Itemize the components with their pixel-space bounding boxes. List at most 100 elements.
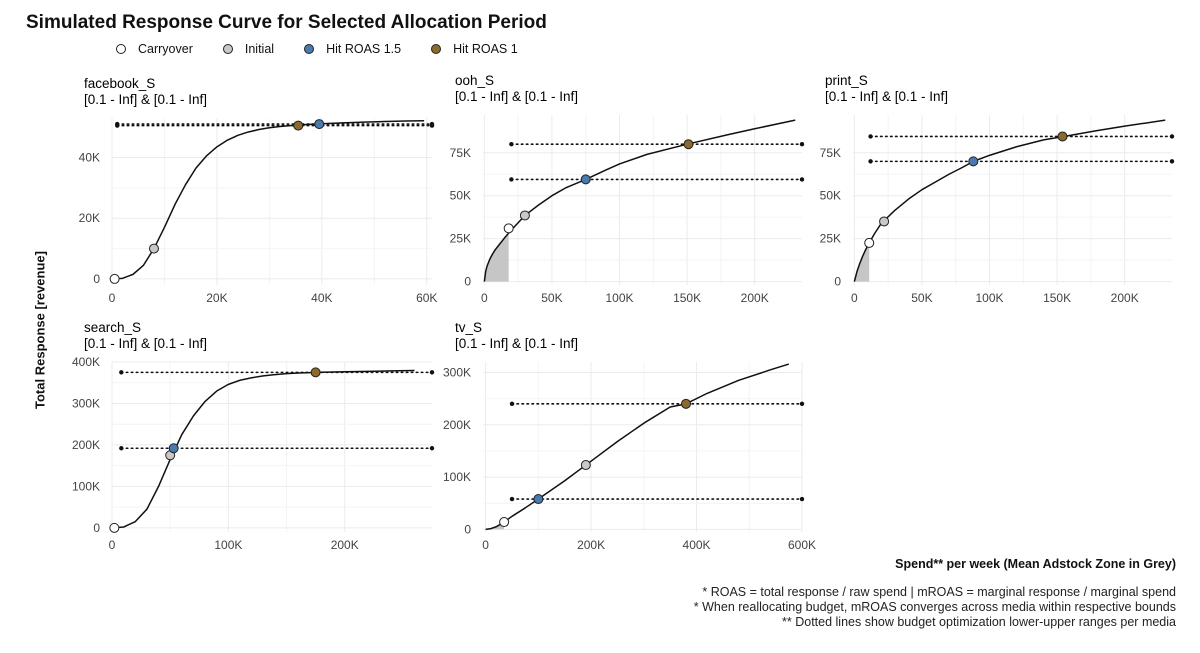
y-tick-label: 75K bbox=[820, 146, 841, 160]
legend-label-carryover: Carryover bbox=[138, 42, 193, 56]
x-tick-label: 20K bbox=[206, 291, 227, 305]
panel-title: search_S bbox=[84, 320, 141, 335]
y-tick-label: 0 bbox=[464, 275, 471, 289]
budget-range-upper bbox=[1169, 159, 1175, 164]
x-tick-label: 200K bbox=[577, 538, 605, 552]
legend-swatch-roas-1 bbox=[431, 44, 442, 54]
point-roas-1 bbox=[293, 120, 304, 131]
legend-label-roas-1: Hit ROAS 1 bbox=[453, 42, 518, 56]
x-tick-label: 150K bbox=[673, 291, 701, 305]
x-tick-label: 50K bbox=[541, 291, 562, 305]
y-tick-label: 400K bbox=[72, 355, 100, 369]
legend-swatch-roas-1-5 bbox=[304, 44, 315, 54]
panel-search_S: search_S[0.1 - Inf] & [0.1 - Inf] 0 100K 20… bbox=[72, 320, 435, 552]
x-tick-label: 100K bbox=[606, 291, 634, 305]
point-roas-1-5 bbox=[580, 174, 591, 185]
x-tick-label: 200K bbox=[1111, 291, 1139, 305]
legend-item-initial: Initial bbox=[222, 42, 275, 56]
panel-subtitle: [0.1 - Inf] & [0.1 - Inf] bbox=[825, 89, 948, 104]
budget-range-upper bbox=[799, 401, 805, 407]
footnote-dotted-lines: ** Dotted lines show budget optimization… bbox=[782, 615, 1176, 629]
budget-range-lower bbox=[119, 370, 124, 375]
point-initial bbox=[879, 216, 890, 227]
y-tick-label: 100K bbox=[443, 470, 471, 484]
point-carryover bbox=[109, 273, 120, 284]
x-tick-label: 150K bbox=[1043, 291, 1071, 305]
panel-subtitle: [0.1 - Inf] & [0.1 - Inf] bbox=[455, 89, 578, 104]
mean-adstock-area bbox=[484, 233, 509, 282]
legend-item-roas-1-5: Hit ROAS 1.5 bbox=[304, 42, 401, 56]
point-roas-1-5 bbox=[314, 119, 325, 130]
y-tick-label: 0 bbox=[834, 275, 841, 289]
x-tick-label: 400K bbox=[683, 538, 711, 552]
point-roas-1 bbox=[310, 367, 321, 378]
panel-tv_S: tv_S[0.1 - Inf] & [0.1 - Inf] 0 200K 400K 60… bbox=[443, 320, 816, 552]
point-initial bbox=[580, 460, 591, 471]
x-tick-label: 40K bbox=[311, 291, 332, 305]
legend: Carryover Initial Hit ROAS 1.5 Hit ROAS … bbox=[116, 42, 548, 56]
y-tick-label: 40K bbox=[79, 150, 100, 164]
panel-ooh_S: ooh_S[0.1 - Inf] & [0.1 - Inf] 0 50K 100K 15… bbox=[450, 73, 805, 305]
panel-subtitle: [0.1 - Inf] & [0.1 - Inf] bbox=[84, 336, 207, 351]
budget-range-upper bbox=[799, 177, 805, 182]
y-tick-label: 200K bbox=[72, 438, 100, 452]
panel-subtitle: [0.1 - Inf] & [0.1 - Inf] bbox=[455, 336, 578, 351]
y-tick-label: 0 bbox=[464, 522, 471, 536]
y-tick-label: 75K bbox=[450, 146, 471, 160]
legend-item-roas-1: Hit ROAS 1 bbox=[431, 42, 518, 56]
legend-item-carryover: Carryover bbox=[116, 42, 193, 56]
response-curve bbox=[483, 119, 796, 282]
x-axis-label: Spend** per week (Mean Adstock Zone in G… bbox=[895, 557, 1176, 571]
panel-title: print_S bbox=[825, 73, 868, 88]
mean-adstock-area bbox=[485, 522, 505, 530]
point-carryover bbox=[864, 237, 875, 248]
y-tick-label: 200K bbox=[443, 418, 471, 432]
x-tick-label: 0 bbox=[109, 538, 116, 552]
budget-range-lower bbox=[119, 446, 124, 451]
budget-range-lower bbox=[115, 123, 120, 128]
panel-print_S: print_S[0.1 - Inf] & [0.1 - Inf] 0 50K 100K… bbox=[820, 73, 1175, 305]
response-curve bbox=[111, 369, 415, 529]
panel-title: tv_S bbox=[455, 320, 482, 335]
footnote-roas: * ROAS = total response / raw spend | mR… bbox=[702, 585, 1176, 599]
x-tick-label: 0 bbox=[109, 291, 116, 305]
y-tick-label: 50K bbox=[450, 189, 471, 203]
x-tick-label: 0 bbox=[851, 291, 858, 305]
x-tick-label: 100K bbox=[976, 291, 1004, 305]
budget-range-lower bbox=[868, 134, 873, 139]
x-tick-label: 50K bbox=[911, 291, 932, 305]
panel-facebook_S: facebook_S[0.1 - Inf] & [0.1 - Inf] 0 20K 4… bbox=[79, 76, 438, 305]
point-carryover bbox=[503, 223, 514, 234]
budget-range-lower bbox=[509, 401, 515, 407]
legend-label-initial: Initial bbox=[244, 42, 275, 56]
y-tick-label: 25K bbox=[820, 232, 841, 246]
budget-range-lower bbox=[509, 496, 515, 502]
budget-range-upper bbox=[799, 496, 805, 502]
y-tick-label: 300K bbox=[72, 396, 100, 410]
x-tick-label: 0 bbox=[481, 291, 488, 305]
point-roas-1 bbox=[683, 139, 694, 150]
y-tick-label: 300K bbox=[443, 365, 471, 379]
budget-range-upper bbox=[429, 370, 435, 375]
legend-swatch-initial bbox=[222, 44, 233, 54]
budget-range-lower bbox=[509, 177, 514, 182]
panel-title: ooh_S bbox=[455, 73, 494, 88]
figure-title: Simulated Response Curve for Selected Al… bbox=[26, 12, 547, 33]
footnote-reallocation: * When reallocating budget, mROAS conver… bbox=[693, 600, 1176, 614]
budget-range-upper bbox=[429, 446, 435, 451]
legend-swatch-carryover bbox=[116, 44, 126, 54]
budget-range-upper bbox=[1169, 134, 1175, 139]
legend-label-roas-1-5: Hit ROAS 1.5 bbox=[326, 42, 402, 56]
point-roas-1-5 bbox=[968, 156, 979, 167]
x-tick-label: 200K bbox=[331, 538, 359, 552]
x-tick-label: 60K bbox=[416, 291, 437, 305]
panel-title: facebook_S bbox=[84, 76, 155, 91]
response-curve bbox=[853, 119, 1166, 282]
x-tick-label: 100K bbox=[214, 538, 242, 552]
response-curve bbox=[111, 119, 425, 280]
y-tick-label: 25K bbox=[450, 232, 471, 246]
point-carryover bbox=[499, 517, 510, 528]
point-roas-1-5 bbox=[168, 443, 179, 454]
panel-subtitle: [0.1 - Inf] & [0.1 - Inf] bbox=[84, 92, 207, 107]
